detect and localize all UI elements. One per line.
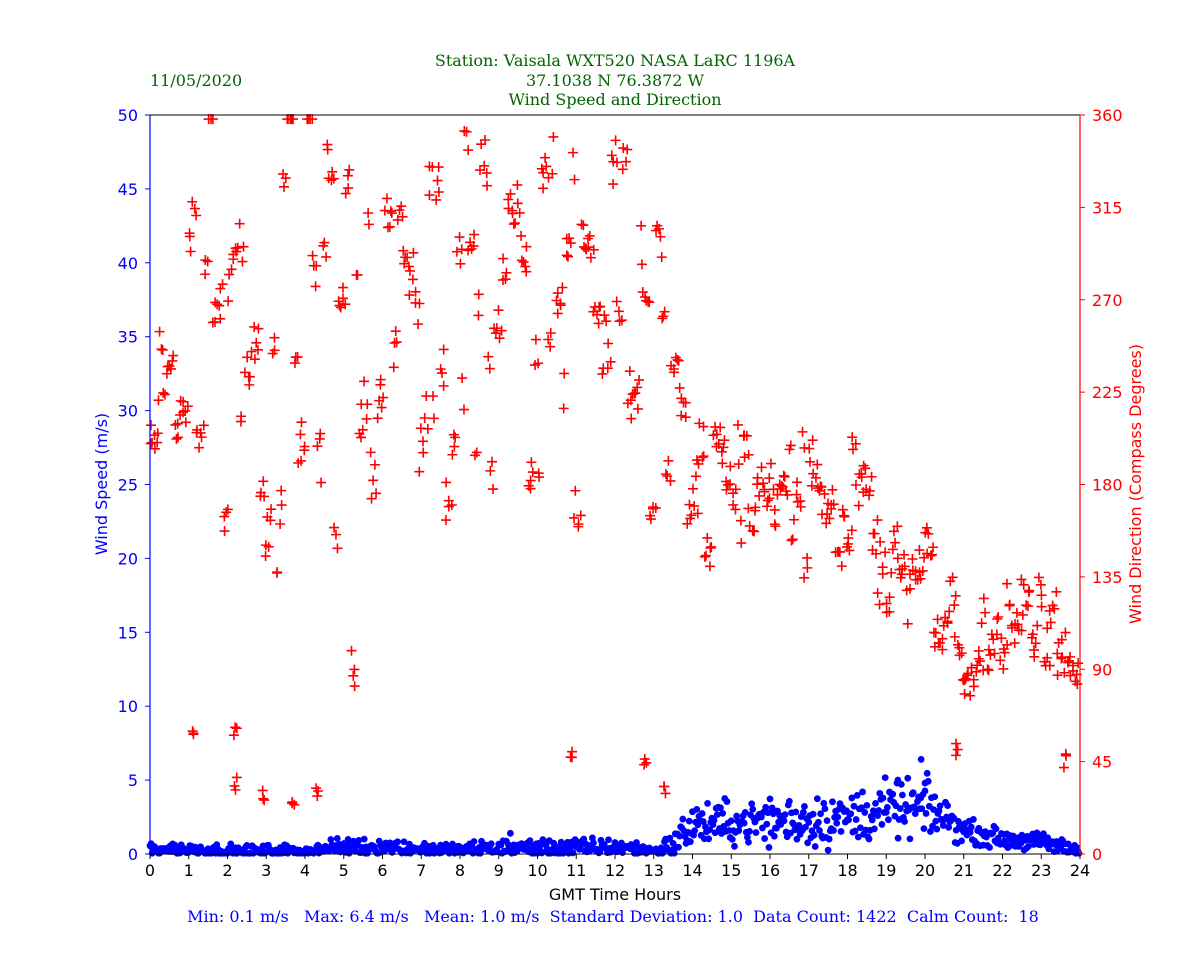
y-tick-label: 5	[128, 771, 138, 790]
x-tick-label: 6	[377, 861, 387, 880]
y2-tick-label: 180	[1092, 476, 1123, 495]
y2-tick-label: 315	[1092, 198, 1123, 217]
y-tick-label: 25	[118, 476, 138, 495]
y-tick-label: 0	[128, 845, 138, 864]
x-axis-ticks: 0 1 2 3 4 5 6 7 8 9 10 11 12 13 14 15 16 17 18 19 20 21 22 23 24	[145, 854, 1090, 880]
stats-summary: Min: 0.1 m/s Max: 6.4 m/s Mean: 1.0 m/s …	[187, 907, 1039, 926]
y-tick-label: 40	[118, 254, 138, 273]
x-tick-label: 0	[145, 861, 155, 880]
y-tick-label: 30	[118, 402, 138, 421]
y-tick-label: 10	[118, 697, 138, 716]
x-tick-label: 7	[416, 861, 426, 880]
direction-series	[145, 114, 1084, 810]
x-tick-label: 5	[339, 861, 349, 880]
x-tick-label: 2	[222, 861, 232, 880]
y2-tick-label: 0	[1092, 845, 1102, 864]
y-tick-label: 20	[118, 549, 138, 568]
x-tick-label: 13	[644, 861, 664, 880]
direction-markers	[145, 114, 1084, 810]
y2-tick-label: 45	[1092, 753, 1112, 772]
y2-tick-label: 90	[1092, 660, 1112, 679]
x-tick-label: 14	[682, 861, 702, 880]
y2-axis-ticks: 0 45 90 135 180 225 270 315 360	[1080, 106, 1123, 864]
station-title: Station: Vaisala WXT520 NASA LaRC 1196A	[435, 51, 796, 70]
x-tick-label: 11	[566, 861, 586, 880]
plot-frame	[149, 114, 1081, 855]
y-tick-label: 45	[118, 180, 138, 199]
x-tick-label: 9	[494, 861, 504, 880]
y-tick-label: 50	[118, 106, 138, 125]
x-tick-label: 10	[527, 861, 547, 880]
coords-label: 37.1038 N 76.3872 W	[526, 71, 705, 90]
y2-tick-label: 360	[1092, 106, 1123, 125]
y-axis-ticks: 0 5 10 15 20 25 30 35 40 45 50	[118, 106, 150, 864]
speed-series	[146, 756, 1083, 857]
y-axis-label: Wind Speed (m/s)	[92, 413, 111, 555]
x-tick-label: 12	[605, 861, 625, 880]
x-tick-label: 24	[1070, 861, 1090, 880]
y2-tick-label: 225	[1092, 383, 1123, 402]
y2-axis-label: Wind Direction (Compass Degrees)	[1126, 344, 1145, 624]
x-tick-label: 20	[915, 861, 935, 880]
x-tick-label: 22	[992, 861, 1012, 880]
y2-tick-label: 270	[1092, 291, 1123, 310]
chart-title: Wind Speed and Direction	[508, 90, 721, 109]
x-axis-label: GMT Time Hours	[549, 885, 681, 904]
y-tick-label: 35	[118, 328, 138, 347]
x-tick-label: 8	[455, 861, 465, 880]
x-tick-label: 23	[1031, 861, 1051, 880]
x-tick-label: 1	[184, 861, 194, 880]
y2-tick-label: 135	[1092, 568, 1123, 587]
x-tick-label: 15	[721, 861, 741, 880]
y-tick-label: 15	[118, 623, 138, 642]
x-tick-label: 18	[837, 861, 857, 880]
speed-markers	[146, 756, 1083, 857]
x-tick-label: 3	[261, 861, 271, 880]
x-tick-label: 16	[760, 861, 780, 880]
x-tick-label: 4	[300, 861, 310, 880]
date-label: 11/05/2020	[150, 71, 242, 90]
x-tick-label: 17	[799, 861, 819, 880]
x-tick-label: 21	[954, 861, 974, 880]
x-tick-label: 19	[876, 861, 896, 880]
